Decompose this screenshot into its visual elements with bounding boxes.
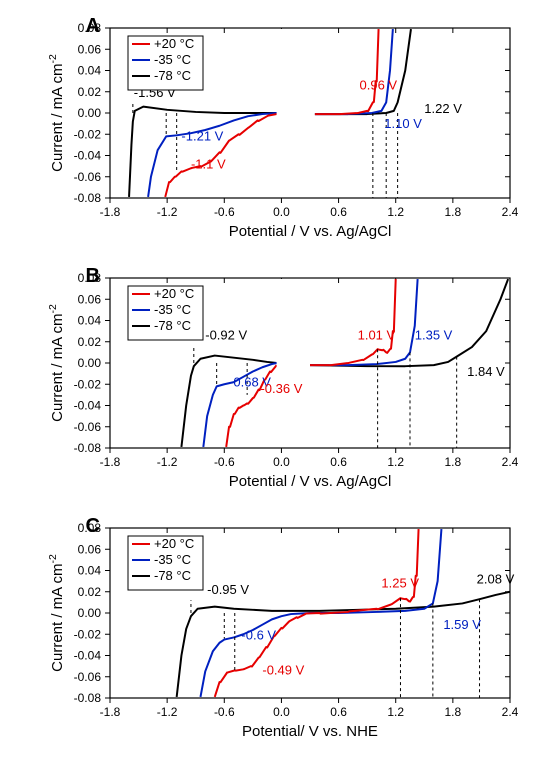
svg-text:1.2: 1.2 [387,205,404,219]
svg-text:0.00: 0.00 [78,106,102,120]
svg-text:-0.08: -0.08 [74,441,102,455]
panel-B: -1.8 -1.2 -0.6 0.0 0.6 1.2 1.8 2.4 -0.08 -0.06 -0.… [40,258,535,508]
svg-text:0.06: 0.06 [78,42,102,56]
svg-text:-0.02: -0.02 [74,127,102,141]
svg-text:+20 °C: +20 °C [154,536,194,551]
svg-text:-0.04: -0.04 [74,649,102,663]
svg-text:0.06: 0.06 [78,292,102,306]
svg-text:-0.02: -0.02 [74,627,102,641]
svg-text:0.06: 0.06 [78,542,102,556]
svg-text:-0.08: -0.08 [74,191,102,205]
annotation-label: -0.49 V [262,663,304,678]
annotation-label: -0.6 V [241,628,276,643]
annotation-label: 1.59 V [443,617,481,632]
annotation-label: 1.35 V [415,328,453,343]
annotation-label: 2.08 V [477,571,515,586]
svg-text:0.02: 0.02 [78,85,102,99]
svg-text:-0.06: -0.06 [74,420,102,434]
svg-text:1.2: 1.2 [387,705,404,719]
svg-text:-0.04: -0.04 [74,399,102,413]
svg-text:Potential/ V vs. NHE: Potential/ V vs. NHE [242,723,378,740]
svg-text:0.04: 0.04 [78,314,102,328]
svg-text:0.0: 0.0 [273,455,290,469]
svg-text:0.6: 0.6 [330,455,347,469]
svg-text:0.02: 0.02 [78,585,102,599]
svg-text:-0.6: -0.6 [214,705,235,719]
annotation-label: 1.84 V [467,364,505,379]
svg-text:0.04: 0.04 [78,564,102,578]
svg-text:-78 °C: -78 °C [154,318,191,333]
svg-text:1.8: 1.8 [445,455,462,469]
panel-C: -1.8 -1.2 -0.6 0.0 0.6 1.2 1.8 2.4 -0.08 -0.06 -0.… [40,508,535,758]
svg-text:0.0: 0.0 [273,205,290,219]
svg-text:1.8: 1.8 [445,205,462,219]
svg-text:-0.04: -0.04 [74,149,102,163]
svg-text:A: A [86,15,100,37]
svg-text:-1.8: -1.8 [100,205,121,219]
svg-text:-0.08: -0.08 [74,691,102,705]
annotation-label: 0.96 V [360,78,398,93]
svg-text:-35 °C: -35 °C [154,302,191,317]
svg-text:0.00: 0.00 [78,356,102,370]
annotation-label: -0.92 V [205,328,247,343]
svg-text:-0.6: -0.6 [214,205,235,219]
svg-text:2.4: 2.4 [502,205,519,219]
annotation-label: 1.01 V [358,328,396,343]
svg-text:0.6: 0.6 [330,705,347,719]
svg-text:2.4: 2.4 [502,705,519,719]
annotation-label: -0.36 V [260,381,302,396]
svg-text:Current / mA cm-2: Current / mA cm-2 [47,54,66,172]
svg-text:-35 °C: -35 °C [154,552,191,567]
annotation-label: 1.25 V [381,576,419,591]
annotation-label: -0.95 V [207,582,249,597]
svg-text:-0.06: -0.06 [74,170,102,184]
panel-A: -1.8 -1.2 -0.6 0.0 0.6 1.2 1.8 2.4 -0.08 -0.06 -0.… [40,8,535,258]
svg-text:0.04: 0.04 [78,64,102,78]
svg-text:Current / mA cm-2: Current / mA cm-2 [47,554,66,672]
svg-text:-1.2: -1.2 [157,205,178,219]
svg-text:-78 °C: -78 °C [154,568,191,583]
svg-text:-1.8: -1.8 [100,705,121,719]
svg-text:1.8: 1.8 [445,705,462,719]
svg-text:+20 °C: +20 °C [154,286,194,301]
svg-text:-1.8: -1.8 [100,455,121,469]
svg-text:-0.06: -0.06 [74,670,102,684]
svg-text:-78 °C: -78 °C [154,68,191,83]
annotation-label: 1.22 V [424,101,462,116]
svg-text:Potential / V vs. Ag/AgCl: Potential / V vs. Ag/AgCl [229,473,392,490]
annotation-label: 1.10 V [384,116,422,131]
svg-text:0.00: 0.00 [78,606,102,620]
annotation-label: -1.21 V [181,129,223,144]
svg-text:-0.6: -0.6 [214,455,235,469]
svg-text:2.4: 2.4 [502,455,519,469]
annotation-label: -1.1 V [191,156,226,171]
svg-text:-0.02: -0.02 [74,377,102,391]
svg-text:C: C [86,515,100,537]
svg-text:-35 °C: -35 °C [154,52,191,67]
svg-text:+20 °C: +20 °C [154,36,194,51]
svg-text:-1.2: -1.2 [157,455,178,469]
svg-text:B: B [86,265,100,287]
svg-text:Current / mA cm-2: Current / mA cm-2 [47,304,66,422]
svg-text:0.02: 0.02 [78,335,102,349]
svg-text:0.6: 0.6 [330,205,347,219]
svg-text:Potential / V vs. Ag/AgCl: Potential / V vs. Ag/AgCl [229,223,392,240]
svg-text:1.2: 1.2 [387,455,404,469]
svg-text:0.0: 0.0 [273,705,290,719]
svg-text:-1.2: -1.2 [157,705,178,719]
